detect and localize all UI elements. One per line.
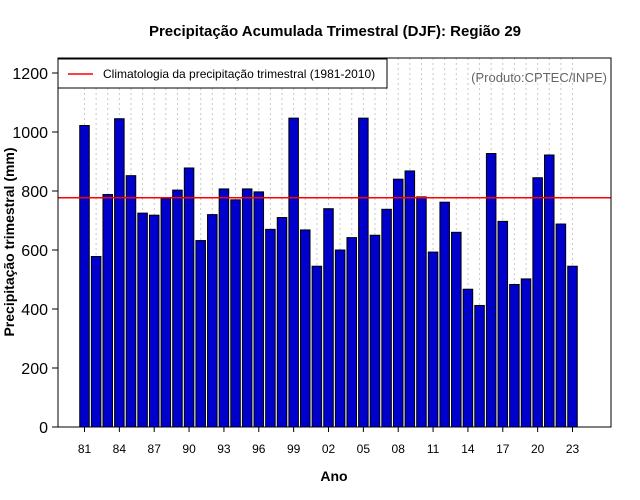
- bar-05: [358, 117, 369, 428]
- bar-22: [555, 223, 567, 428]
- bar-88: [160, 197, 172, 428]
- bar-23: [567, 265, 578, 428]
- bar-14: [462, 288, 474, 428]
- bar-13: [451, 231, 462, 428]
- plot-frame: [57, 57, 612, 428]
- bar-85: [125, 175, 137, 428]
- bar-82: [90, 255, 102, 428]
- x-tick-label: 08: [392, 442, 406, 456]
- y-tick-label: 0: [39, 420, 48, 437]
- bar-15: [474, 304, 485, 428]
- bar-17: [497, 220, 509, 428]
- y-axis: 0 200 400 600 800 1000 1200: [12, 66, 58, 437]
- bar-89: [172, 189, 183, 428]
- bar-11: [427, 251, 439, 428]
- bars: [79, 117, 578, 428]
- bar-18: [509, 284, 520, 428]
- bar-08: [392, 178, 404, 428]
- bar-06: [369, 234, 381, 428]
- source-label: (Produto:CPTEC/INPE): [471, 70, 607, 85]
- bar-20: [532, 177, 543, 428]
- y-tick-label: 1200: [12, 66, 48, 83]
- x-axis-label: Ano: [320, 468, 347, 484]
- x-tick-label: 99: [287, 442, 301, 456]
- chart-title: Precipitação Acumulada Trimestral (DJF):…: [149, 23, 521, 40]
- legend-label: Climatologia da precipitação trimestral …: [103, 67, 375, 81]
- bar-19: [520, 278, 532, 428]
- bar-96: [253, 191, 265, 428]
- bar-12: [439, 201, 450, 428]
- x-tick-label: 02: [322, 442, 336, 456]
- bar-07: [381, 208, 392, 428]
- x-tick-label: 93: [217, 442, 231, 456]
- y-tick-label: 200: [21, 361, 48, 378]
- x-tick-label: 14: [461, 442, 475, 456]
- grid: [84, 58, 573, 427]
- bar-97: [265, 228, 276, 428]
- bar-91: [195, 240, 206, 428]
- bar-98: [276, 217, 288, 428]
- x-tick-label: 90: [182, 442, 196, 456]
- x-tick-label: 17: [496, 442, 510, 456]
- legend: Climatologia da precipitação trimestral …: [57, 58, 388, 89]
- bar-03: [334, 249, 346, 428]
- bar-99: [288, 117, 299, 428]
- y-axis-label: Precipitação trimestral (mm): [1, 147, 17, 336]
- bar-84: [114, 118, 125, 428]
- bar-00: [299, 229, 311, 428]
- bar-09: [404, 170, 416, 428]
- x-tick-label: 84: [113, 442, 127, 456]
- bar-86: [137, 212, 148, 428]
- bar-87: [148, 214, 160, 428]
- bar-04: [346, 237, 358, 428]
- x-tick-label: 87: [148, 442, 162, 456]
- bar-92: [207, 214, 218, 428]
- bar-93: [218, 188, 230, 428]
- y-tick-label: 1000: [12, 125, 48, 142]
- y-tick-label: 800: [21, 184, 48, 201]
- x-tick-label: 20: [531, 442, 545, 456]
- x-tick-label: 23: [566, 442, 580, 456]
- bar-90: [183, 167, 195, 428]
- y-tick-label: 400: [21, 302, 48, 319]
- legend-box: [57, 58, 388, 89]
- x-tick-label: 96: [252, 442, 266, 456]
- bar-01: [311, 265, 323, 428]
- x-axis: 81 84 87 90 93 96 99 02 05 08 11 14 17 20 23: [78, 427, 580, 456]
- x-tick-label: 81: [78, 442, 92, 456]
- bar-95: [241, 188, 253, 428]
- bar-83: [102, 194, 114, 428]
- x-tick-label: 05: [357, 442, 371, 456]
- y-tick-label: 600: [21, 243, 48, 260]
- bar-10: [416, 196, 427, 428]
- bar-16: [485, 153, 497, 428]
- x-tick-label: 11: [427, 442, 440, 456]
- bar-81: [79, 125, 90, 428]
- bar-21: [543, 154, 555, 428]
- bar-02: [323, 208, 334, 428]
- bar-94: [230, 199, 241, 428]
